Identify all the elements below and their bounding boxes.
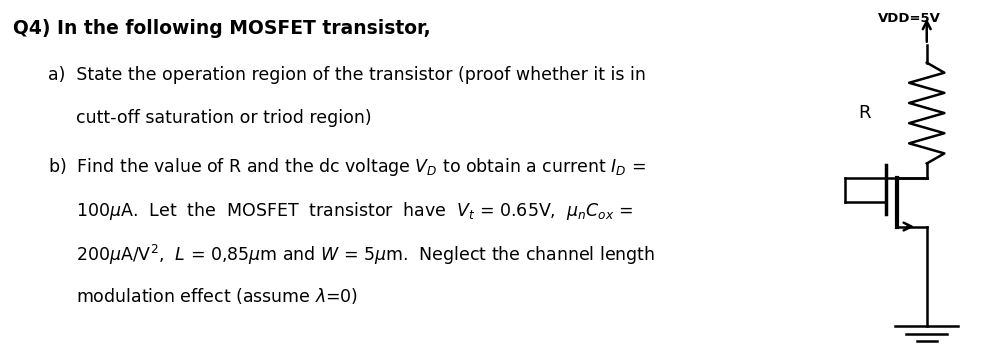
Text: 100$\mu$A.  Let  the  MOSFET  transistor  have  $V_t$ = 0.65V,  $\mu_nC_{ox}$ =: 100$\mu$A. Let the MOSFET transistor hav… [76, 200, 633, 221]
Text: modulation effect (assume $\lambda$=0): modulation effect (assume $\lambda$=0) [76, 286, 358, 306]
Text: 200$\mu$A/V$^2$,  $L$ = 0,85$\mu$m and $W$ = 5$\mu$m.  Neglect the channel lengt: 200$\mu$A/V$^2$, $L$ = 0,85$\mu$m and $W… [76, 243, 655, 267]
Text: R: R [858, 104, 871, 122]
Text: b)  Find the value of R and the dc voltage $V_D$ to obtain a current $I_D$ =: b) Find the value of R and the dc voltag… [48, 156, 646, 178]
Text: VDD=5V: VDD=5V [878, 12, 941, 25]
Text: Q4) In the following MOSFET transistor,: Q4) In the following MOSFET transistor, [13, 19, 431, 38]
Text: a)  State the operation region of the transistor (proof whether it is in: a) State the operation region of the tra… [48, 66, 646, 84]
Text: cutt-off saturation or triod region): cutt-off saturation or triod region) [76, 110, 371, 127]
